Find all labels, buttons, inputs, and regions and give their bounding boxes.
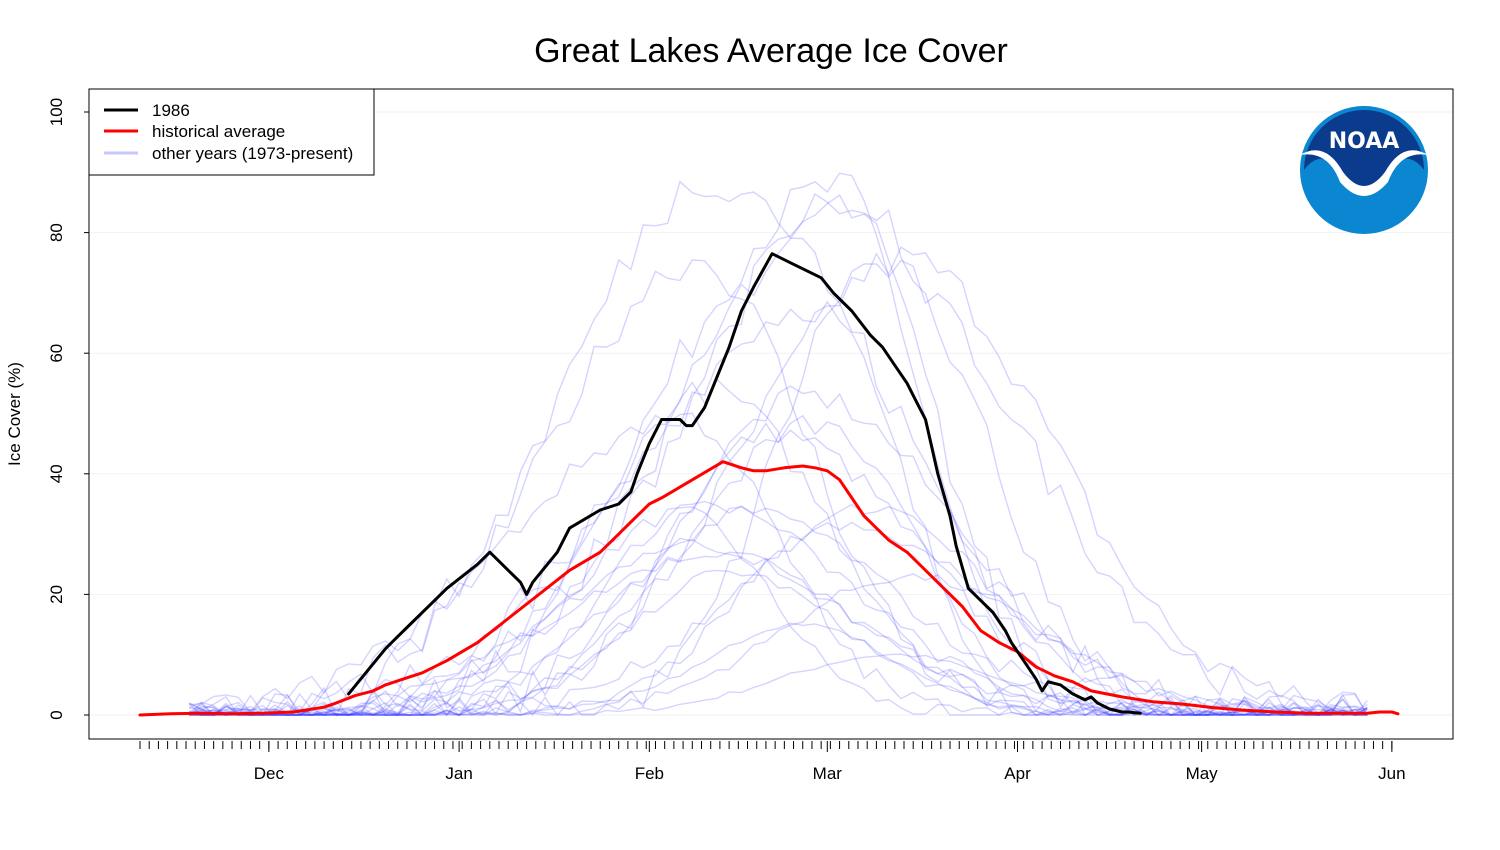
- other-year-line: [189, 573, 1368, 716]
- other-year-line: [188, 259, 1368, 716]
- other-year-line: [188, 506, 1368, 717]
- legend-label-historical-average: historical average: [152, 122, 285, 141]
- plot-frame: [88, 88, 1454, 740]
- series-line-historical-average: [138, 460, 1400, 717]
- legend: 1986 historical average other years (197…: [88, 88, 375, 176]
- other-year-line: [188, 259, 1368, 717]
- y-tick-label-0: 0: [47, 710, 66, 719]
- other-year-line: [188, 521, 1368, 716]
- x-tick-label-feb: Feb: [635, 764, 664, 783]
- main-series-lines: [138, 252, 1400, 717]
- x-tick-label-apr: Apr: [1004, 764, 1031, 783]
- x-tick-label-mar: Mar: [813, 764, 843, 783]
- other-year-line: [188, 506, 1368, 716]
- noaa-logo: NOAA: [1300, 106, 1428, 234]
- other-year-line: [189, 414, 1368, 716]
- noaa-logo-dark-top: [1304, 110, 1424, 188]
- other-year-line: [188, 503, 1368, 716]
- legend-label-other-years: other years (1973-present): [152, 144, 353, 163]
- x-axis: Dec Jan Feb Mar Apr May Jun: [139, 741, 1406, 783]
- other-year-line: [188, 622, 1368, 716]
- x-tick-label-may: May: [1186, 764, 1219, 783]
- other-years-lines: [188, 172, 1368, 717]
- other-year-line: [189, 192, 1368, 717]
- chart-title: Great Lakes Average Ice Cover: [534, 32, 1008, 70]
- other-year-line: [189, 653, 1368, 716]
- noaa-logo-text: NOAA: [1329, 129, 1400, 154]
- y-tick-label-60: 60: [47, 344, 66, 363]
- y-tick-label-80: 80: [47, 223, 66, 242]
- y-tick-label-100: 100: [47, 98, 66, 126]
- other-year-line: [189, 551, 1368, 716]
- other-year-line: [189, 300, 1368, 717]
- noaa-logo-wave: [1300, 150, 1428, 196]
- y-tick-label-20: 20: [47, 585, 66, 604]
- y-axis: 0 20 40 60 80 100: [47, 98, 89, 720]
- other-year-line: [189, 385, 1368, 717]
- other-year-line: [188, 500, 1368, 716]
- y-axis-label: Ice Cover (%): [5, 362, 24, 466]
- other-year-line: [188, 422, 1368, 716]
- other-year-line: [189, 180, 1368, 716]
- plot-background: [90, 111, 1452, 716]
- other-year-line: [188, 412, 1368, 716]
- series-line-1986: [347, 252, 1142, 715]
- other-year-line: [189, 538, 1368, 716]
- legend-label-1986: 1986: [152, 101, 190, 120]
- x-tick-label-jun: Jun: [1378, 764, 1405, 783]
- x-tick-label-dec: Dec: [254, 764, 285, 783]
- other-year-line: [188, 378, 1368, 716]
- other-year-line: [188, 172, 1368, 717]
- other-year-line: [188, 569, 1368, 716]
- y-tick-label-40: 40: [47, 464, 66, 483]
- other-year-line: [188, 194, 1368, 717]
- other-year-line: [188, 246, 1368, 717]
- x-tick-label-jan: Jan: [445, 764, 472, 783]
